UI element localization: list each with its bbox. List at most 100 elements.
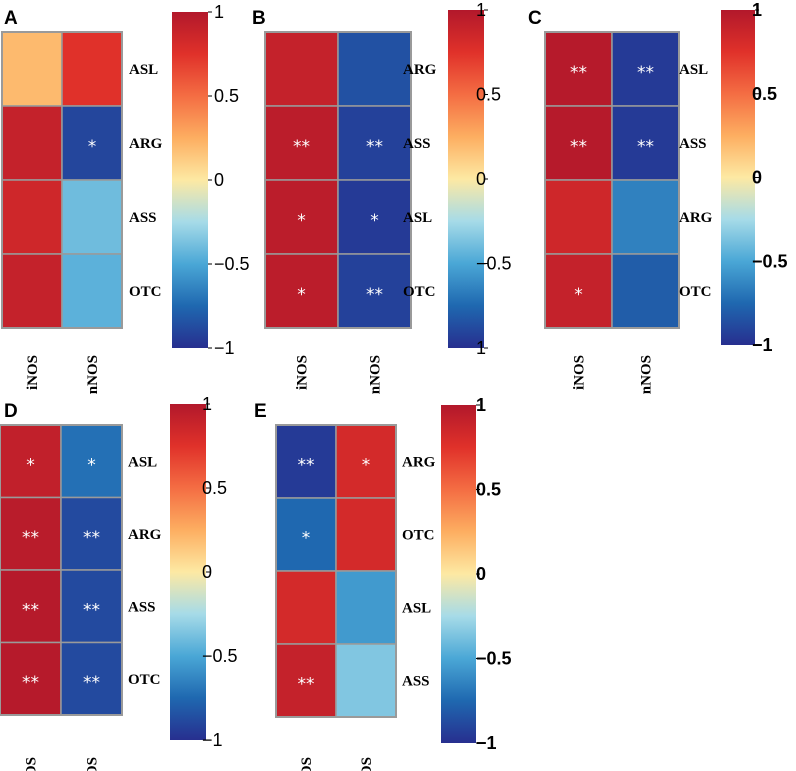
row-label: OTC [403,284,436,300]
heatmap-cell [611,31,680,107]
colorbar-tick-label: −0.5 [214,254,250,274]
heatmap-panel-e: E******ARGOTCASLASSiNOSnNOS10.50−0.5−1 [254,395,512,771]
row-label: ARG [129,136,163,152]
colorbar-tick-label: 0.5 [752,84,777,104]
heatmap-cell [1,31,63,107]
heatmap-cell [60,496,123,571]
heatmap-cell [61,31,123,107]
heatmap-cell [264,31,339,107]
significance-marker: ** [83,600,100,620]
row-label: ARG [402,455,436,471]
column-label: iNOS [572,355,588,390]
colorbar-tick-label: 0 [476,564,486,584]
colorbar-tick-label: 0.5 [476,85,501,105]
heatmap-cell [60,424,123,499]
row-label: ASS [403,136,431,152]
column-label: nNOS [85,757,101,771]
significance-marker: ** [293,137,310,157]
panel-letter: B [252,8,266,29]
row-label: ARG [679,210,713,226]
significance-marker: * [302,529,311,549]
colorbar [441,405,476,743]
significance-marker: * [297,285,306,305]
heatmap-border [544,31,680,329]
row-label: ASS [129,210,157,226]
heatmap-cell [0,496,62,571]
heatmap-border [275,424,397,718]
colorbar-tick-label: 0 [752,168,762,188]
heatmap-cell [275,570,337,645]
colorbar [721,10,755,345]
heatmap-cell [335,570,397,645]
colorbar-tick-label: −0.5 [202,646,238,666]
column-label: iNOS [299,757,315,771]
significance-marker: ** [366,137,383,157]
significance-marker: ** [83,673,100,693]
row-label: OTC [679,284,712,300]
panel-letter: D [4,401,18,422]
column-label: iNOS [24,757,40,771]
colorbar-tick-label: 1 [476,338,486,358]
heatmap-cell [544,179,613,255]
heatmap-cell [275,424,337,499]
significance-marker: * [370,211,379,231]
row-label: OTC [129,284,162,300]
heatmap-cell [337,105,412,181]
column-label: nNOS [639,355,655,394]
heatmap-cell [275,643,337,718]
significance-marker: * [26,455,35,475]
heatmap-cell [611,105,680,181]
heatmap-cell [335,424,397,499]
significance-marker: ** [366,285,383,305]
heatmap-cell [61,179,123,255]
row-label: ASL [128,454,157,470]
heatmap-cell [264,253,339,329]
colorbar-tick-label: −1 [202,730,223,750]
row-label: ASS [128,599,156,615]
heatmap-panel-d: D**************ASLARGASSOTCiNOSnNOS10.50… [0,394,238,771]
colorbar-tick-label: 0 [214,170,224,190]
colorbar-tick-label: 1 [476,395,486,415]
significance-marker: ** [298,675,315,695]
significance-marker: * [362,456,371,476]
significance-marker: ** [83,528,100,548]
colorbar-tick-label: −0.5 [476,649,512,669]
colorbar-tick-label: 1 [202,394,212,414]
significance-marker: ** [637,137,654,157]
heatmap-cell [61,253,123,329]
colorbar-tick-label: −0.5 [752,251,788,271]
heatmap-border [1,31,123,329]
column-label: iNOS [25,355,41,390]
colorbar-tick-label: 0.5 [214,86,239,106]
heatmap-panel-a: A * ASL ARG ASS OTC iNOS nNOS 1 0.5 0 −0.5 −1 [1,2,250,394]
column-label: iNOS [295,355,311,390]
significance-marker: * [297,211,306,231]
colorbar [448,10,484,348]
colorbar-tick-label: −0.5 [476,254,512,274]
colorbar-tick-label: −1 [476,733,497,753]
significance-marker: ** [22,673,39,693]
heatmap-cell [60,641,123,716]
heatmap-cell [61,105,123,181]
colorbar-tick-label: 1 [752,0,762,20]
row-label: ASL [403,210,432,226]
significance-marker: ** [570,63,587,83]
heatmap-cell [544,253,613,329]
colorbar-tick-label: 0 [202,562,212,582]
column-label: nNOS [368,355,384,394]
panel-letter: C [528,8,542,29]
colorbar-tick-label: −1 [752,335,773,355]
significance-marker: ** [22,528,39,548]
heatmap-cell [611,179,680,255]
heatmap-cell [1,179,63,255]
colorbar-tick-label: 1 [476,0,486,20]
column-label: nNOS [85,355,101,394]
significance-marker: * [574,285,583,305]
row-label: ASS [402,674,430,690]
colorbar [172,12,208,348]
heatmap-cell [275,497,337,572]
heatmap-cell [337,31,412,107]
